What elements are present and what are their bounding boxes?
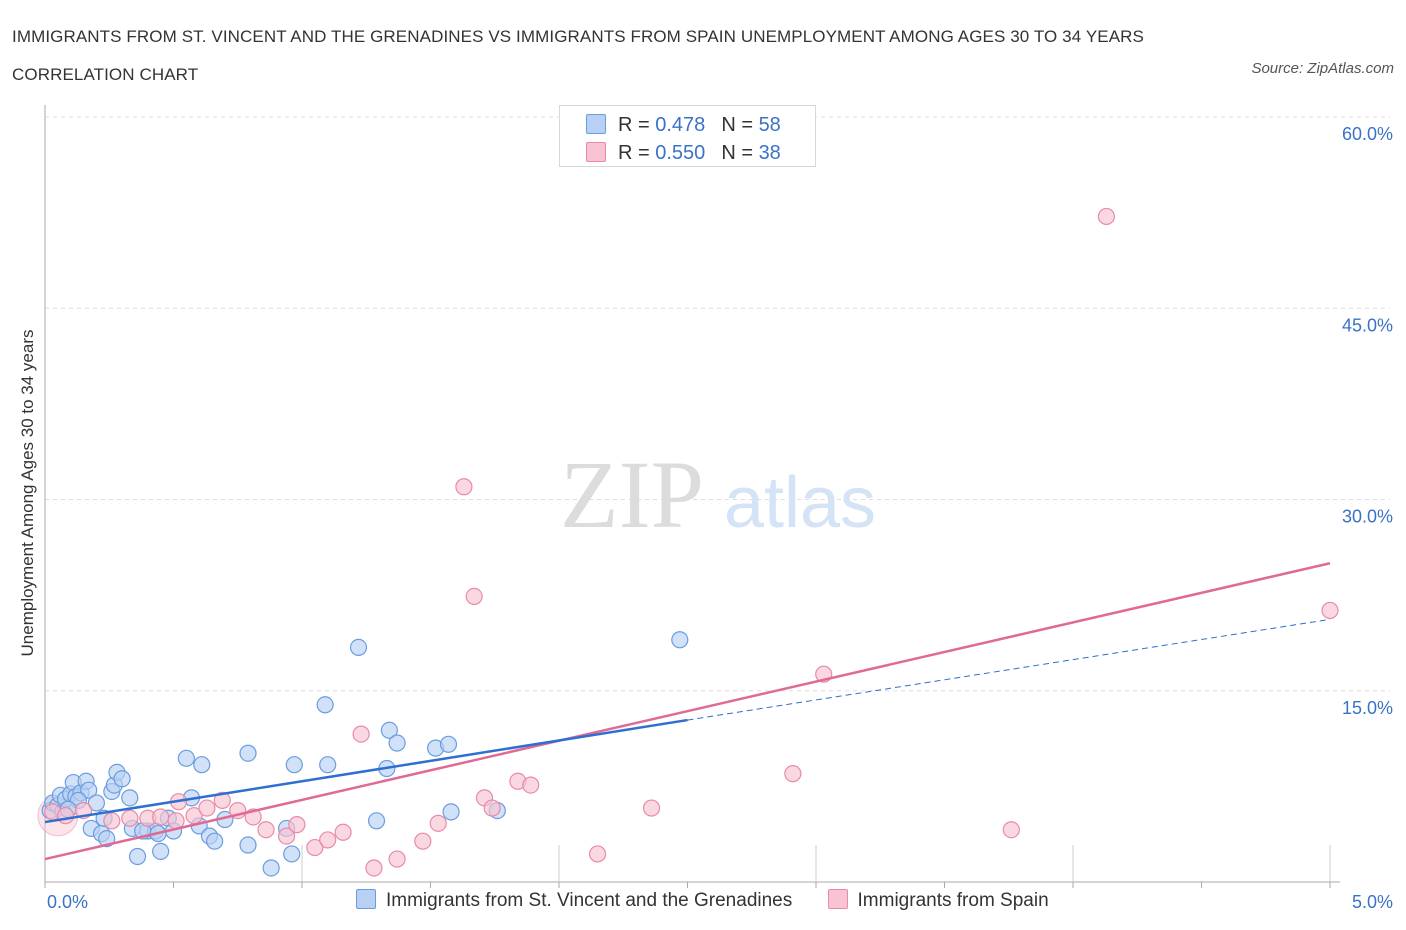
series-name-blue: Immigrants from St. Vincent and the Gren… — [386, 890, 793, 911]
legend-r-value: 0.478 — [655, 114, 706, 136]
pink-point — [388, 850, 406, 868]
y-tick-label: 15.0% — [1342, 698, 1393, 718]
blue-point — [113, 770, 131, 788]
watermark: ZIP atlas — [560, 441, 876, 548]
blue-point — [128, 847, 147, 866]
pink-point — [1002, 821, 1020, 839]
trend-line-blue — [44, 718, 688, 824]
pink-point — [642, 799, 661, 817]
pink-point — [1321, 601, 1339, 620]
watermark-atlas: atlas — [724, 463, 876, 543]
pink-point — [429, 814, 447, 832]
blue-point — [316, 696, 334, 714]
trend-line-blue-dashed — [687, 618, 1331, 721]
y-tick-label: 60.0% — [1342, 124, 1393, 144]
blue-point — [152, 842, 170, 861]
blue-point — [388, 734, 406, 752]
pink-point — [306, 838, 324, 857]
legend-row-pink: R = 0.550 N = 38 — [586, 141, 781, 165]
pink-point — [257, 821, 275, 839]
pink-point — [103, 812, 121, 830]
series-legend-blue: Immigrants from St. Vincent and the Gren… — [356, 889, 792, 912]
blue-point — [177, 749, 195, 767]
series-legend: Immigrants from St. Vincent and the Gren… — [356, 889, 1079, 912]
series-name-pink: Immigrants from Spain — [857, 890, 1049, 911]
legend-r-label: R = — [618, 142, 650, 164]
blue-point — [239, 744, 257, 762]
legend-row-blue: R = 0.478 N = 58 — [586, 113, 781, 137]
blue-point — [283, 845, 301, 863]
legend-r-label: R = — [618, 114, 650, 136]
x-tick-label: 5.0% — [1352, 892, 1393, 912]
x-tick-labels: 0.0% 5.0% — [47, 892, 1393, 912]
data-points — [37, 207, 1339, 877]
watermark-zip: ZIP — [560, 441, 704, 548]
blue-point — [239, 836, 257, 854]
trend-lines — [44, 562, 1331, 861]
series-swatch-pink — [827, 889, 848, 909]
x-tick-label: 0.0% — [47, 892, 88, 912]
blue-point — [285, 756, 303, 774]
series-legend-pink: Immigrants from Spain — [827, 889, 1049, 912]
blue-point — [349, 638, 368, 657]
correlation-legend: R = 0.478 N = 58 R = 0.550 N = 38 — [559, 105, 816, 167]
pink-point — [352, 725, 370, 743]
pink-point — [588, 845, 607, 863]
legend-r-value: 0.550 — [655, 142, 706, 164]
pink-point — [465, 587, 483, 606]
pink-point — [198, 799, 216, 817]
pink-point — [121, 809, 139, 827]
blue-point — [121, 789, 139, 807]
pink-point — [522, 776, 540, 794]
pink-point — [784, 765, 802, 783]
pink-point — [455, 478, 473, 496]
axes — [44, 105, 1340, 888]
blue-point — [380, 721, 398, 739]
pink-point — [334, 823, 352, 841]
pink-point — [152, 808, 170, 826]
pink-point — [56, 807, 75, 825]
legend-swatch-pink — [586, 142, 606, 162]
pink-point — [1097, 207, 1116, 226]
trend-line-pink — [44, 562, 1331, 861]
gridlines — [45, 116, 1390, 692]
y-axis-label: Unemployment Among Ages 30 to 34 years — [18, 329, 37, 657]
blue-point — [262, 859, 280, 877]
y-tick-labels: 15.0% 30.0% 45.0% 60.0% — [1342, 124, 1393, 718]
blue-point — [367, 812, 386, 830]
blue-point — [439, 735, 458, 753]
pink-point — [277, 827, 296, 845]
legend-n-value: 58 — [758, 114, 781, 136]
series-swatch-blue — [356, 889, 376, 909]
pink-point — [213, 791, 231, 810]
pink-point — [483, 799, 501, 817]
blue-point — [319, 756, 337, 774]
chart-title: IMMIGRANTS FROM ST. VINCENT AND THE GREN… — [12, 27, 1144, 84]
blue-point — [442, 803, 460, 821]
y-tick-label: 30.0% — [1342, 507, 1393, 527]
legend-swatch-blue — [586, 114, 606, 134]
y-tick-label: 45.0% — [1342, 315, 1393, 335]
blue-point — [80, 781, 98, 799]
pink-point — [288, 816, 306, 834]
blue-point — [87, 794, 106, 812]
pink-point — [414, 832, 432, 850]
source-label: Source: ZipAtlas.com — [1251, 60, 1394, 77]
legend-n-label: N = — [721, 142, 753, 164]
legend-n-label: N = — [721, 114, 753, 136]
blue-point — [206, 832, 224, 850]
legend-n-value: 38 — [758, 142, 781, 164]
blue-point — [671, 631, 689, 649]
blue-point — [193, 756, 211, 774]
pink-point — [319, 831, 337, 849]
pink-point — [365, 859, 383, 877]
